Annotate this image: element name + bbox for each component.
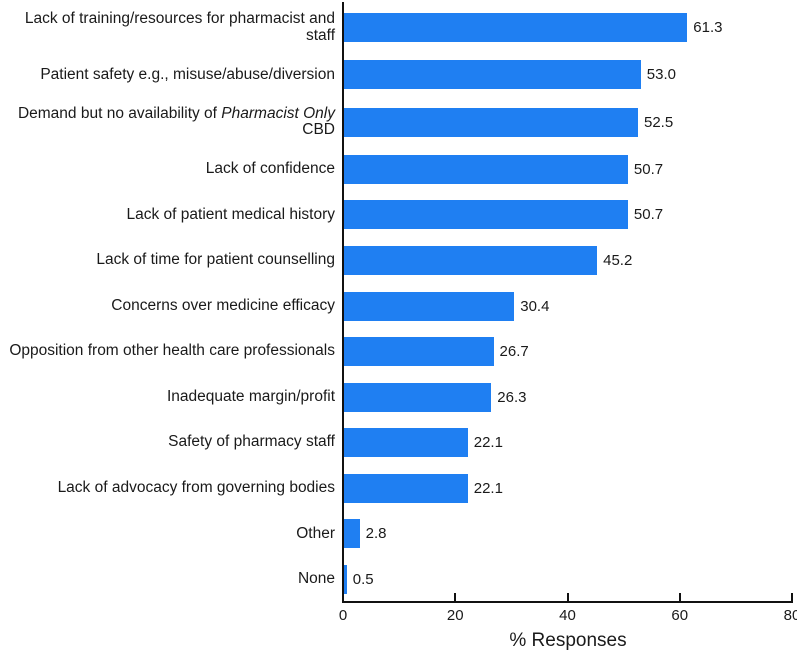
category-label: Inadequate margin/profit [166, 387, 335, 405]
category-label: Lack of patient medical history [126, 205, 336, 223]
category-label: Demand but no availability of Pharmacist… [17, 104, 335, 139]
bar-track: 53.0 [344, 60, 792, 90]
bar-row: Demand but no availability of Pharmacist… [0, 98, 792, 147]
category-label: Safety of pharmacy staff [168, 433, 335, 451]
value-label: 30.4 [520, 297, 550, 315]
category-label: Lack of training/resources for pharmacis… [24, 10, 335, 44]
bar [344, 60, 641, 90]
value-label: 53.0 [646, 66, 676, 84]
value-label: 61.3 [693, 19, 723, 37]
bar-track: 22.1 [344, 428, 792, 458]
bar-track: 26.3 [344, 382, 792, 412]
bar-track: 61.3 [344, 13, 792, 43]
bar [344, 291, 515, 321]
bar [344, 473, 468, 503]
x-tick-label: 40 [559, 607, 576, 624]
bar-row: Lack of training/resources for pharmacis… [0, 3, 792, 52]
x-tick-mark [454, 593, 457, 601]
bar-row: Safety of pharmacy staff 22.1 [0, 420, 792, 466]
category-label: Lack of confidence [205, 160, 335, 178]
category-label: Lack of time for patient counselling [96, 251, 335, 269]
bar [344, 337, 494, 367]
value-label: 50.7 [633, 206, 664, 224]
category-label: Concerns over medicine efficacy [111, 296, 335, 314]
bar [344, 200, 628, 230]
bar-track: 50.7 [344, 154, 792, 184]
bar-row: Lack of patient medical history 50.7 [0, 192, 792, 238]
bar-track: 2.8 [344, 519, 792, 549]
value-label: 52.5 [644, 113, 674, 131]
category-label: Opposition from other health care profes… [9, 342, 335, 360]
x-tick-label: 80 [783, 607, 797, 624]
bar-track: 0.5 [344, 564, 792, 594]
value-label: 0.5 [352, 570, 374, 588]
bar [344, 519, 360, 549]
bar-row: None 0.5 [0, 556, 792, 602]
value-label: 26.3 [497, 388, 527, 406]
x-axis-line [342, 601, 793, 603]
bar-row: Other 2.8 [0, 511, 792, 557]
value-label: 22.1 [473, 479, 503, 497]
x-tick-mark [566, 593, 569, 601]
bar [344, 154, 628, 184]
bar [344, 245, 598, 275]
bar-row: Patient safety e.g., misuse/abuse/divers… [0, 52, 792, 98]
bar-rows: Lack of training/resources for pharmacis… [0, 3, 792, 602]
value-label: 26.7 [499, 343, 529, 361]
value-label: 50.7 [633, 160, 664, 178]
category-label: None [297, 570, 335, 588]
bar [344, 382, 492, 412]
bar-track: 45.2 [344, 245, 792, 275]
bar [344, 428, 468, 458]
y-axis-line [342, 2, 344, 603]
bar-row: Opposition from other health care profes… [0, 329, 792, 375]
bar [344, 564, 347, 594]
bar-row: Inadequate margin/profit 26.3 [0, 374, 792, 420]
x-tick-label: 60 [671, 607, 689, 624]
x-axis-title: % Responses [509, 630, 627, 651]
bar [344, 107, 638, 137]
bar-row: Lack of advocacy from governing bodies 2… [0, 465, 792, 511]
bar-track: 26.7 [344, 337, 792, 367]
bar-row: Concerns over medicine efficacy 30.4 [0, 283, 792, 329]
bar-track: 30.4 [344, 291, 792, 321]
x-tick-label: 0 [338, 607, 348, 624]
value-label: 45.2 [603, 251, 633, 269]
bar-track: 22.1 [344, 473, 792, 503]
bar-track: 52.5 [344, 107, 792, 137]
value-label: 2.8 [365, 525, 387, 543]
category-label: Patient safety e.g., misuse/abuse/divers… [40, 65, 335, 83]
bar-row: Lack of time for patient counselling 45.… [0, 238, 792, 284]
x-tick-mark [678, 593, 681, 601]
bar [344, 13, 688, 43]
category-label: Lack of advocacy from governing bodies [57, 479, 335, 496]
x-tick-mark [791, 593, 793, 601]
bar-track: 50.7 [344, 200, 792, 230]
bar-row: Lack of confidence 50.7 [0, 147, 792, 193]
category-label: Other [296, 524, 335, 542]
value-label: 22.1 [473, 434, 503, 452]
x-tick-label: 20 [446, 607, 464, 624]
